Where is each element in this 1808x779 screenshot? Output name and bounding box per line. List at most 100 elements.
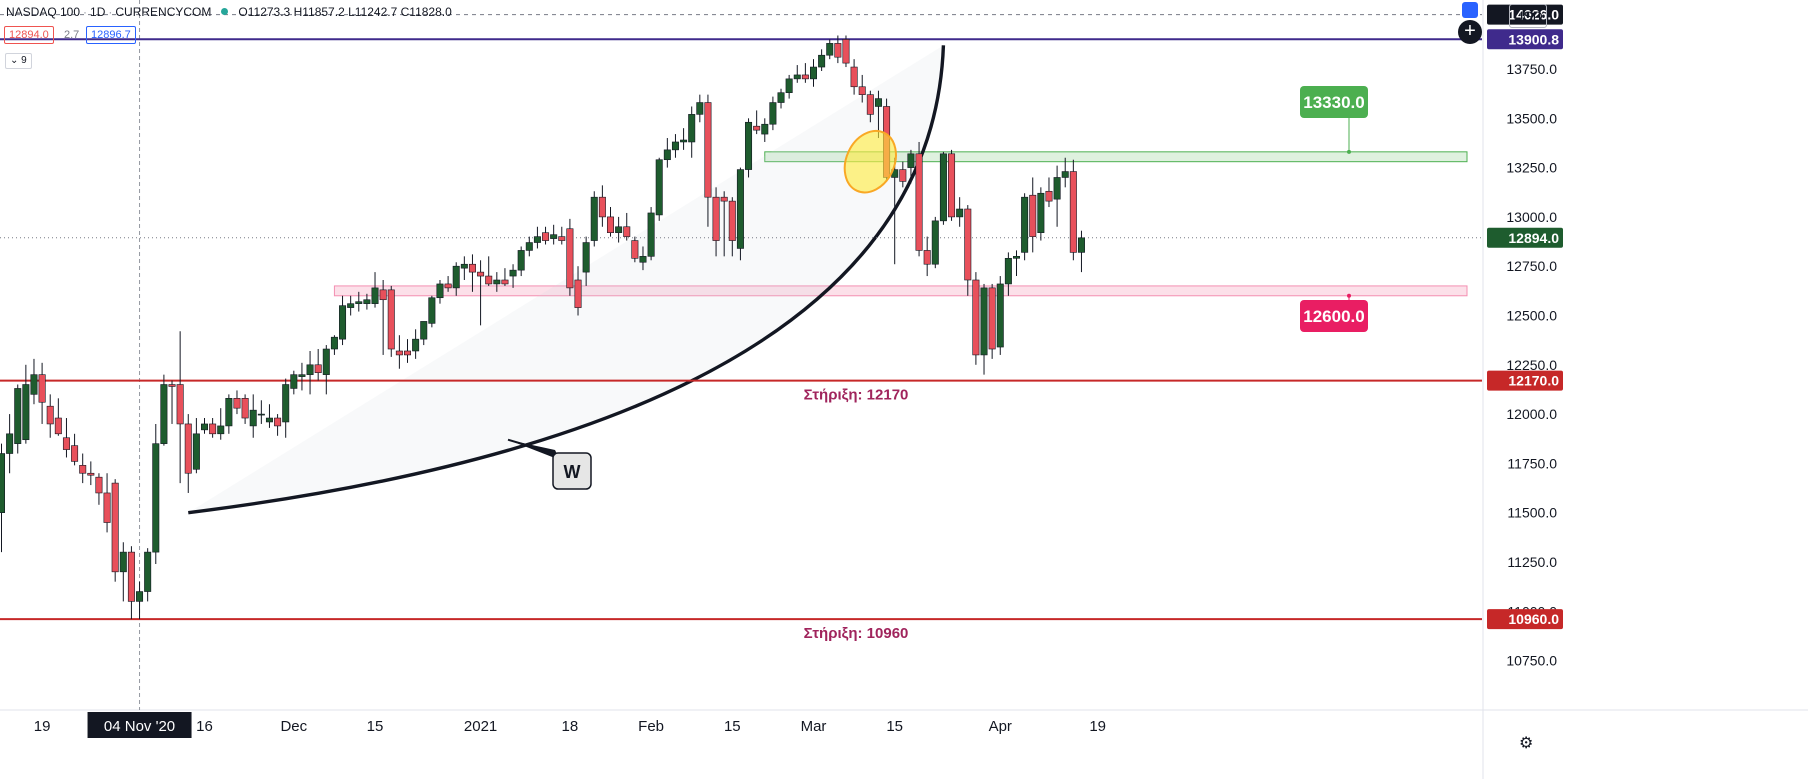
candle xyxy=(363,293,371,310)
candle-body xyxy=(753,125,761,131)
plus-icon[interactable]: + xyxy=(1458,20,1482,44)
gear-icon[interactable]: ⚙ xyxy=(1519,735,1534,752)
candle xyxy=(793,65,801,83)
candle-body xyxy=(801,74,809,80)
candle-body xyxy=(509,269,517,277)
candle-body xyxy=(1037,192,1045,233)
candle xyxy=(395,335,403,369)
currency-selector[interactable]: USD xyxy=(1509,4,1547,28)
candle-body xyxy=(923,250,931,265)
candle-body xyxy=(339,305,347,340)
candle-body xyxy=(542,232,550,241)
candle-body xyxy=(428,297,436,324)
price-tag-box xyxy=(1487,227,1563,248)
price-tag-box xyxy=(1487,370,1563,391)
candle-body xyxy=(87,472,95,476)
candle-body xyxy=(1077,237,1085,253)
candle xyxy=(347,295,355,316)
candle xyxy=(777,88,785,109)
candle-body xyxy=(939,153,947,222)
candle-body xyxy=(501,279,509,285)
candle xyxy=(972,272,980,365)
candle-body xyxy=(46,405,54,425)
indicator-count: 9 xyxy=(21,55,27,66)
candle xyxy=(1021,193,1029,261)
candle-body xyxy=(160,384,168,444)
support-zone xyxy=(333,285,1468,297)
candle-body xyxy=(777,92,785,103)
y-tick-label: 12500.0 xyxy=(1506,307,1557,323)
candle-body xyxy=(696,102,704,115)
candle-body xyxy=(257,413,265,416)
candle-body xyxy=(931,220,939,265)
candle-body xyxy=(363,299,371,304)
y-tick-label: 13000.0 xyxy=(1506,209,1557,225)
price-tag-label: 10960.0 xyxy=(1508,611,1559,627)
candle xyxy=(533,226,541,249)
candle-body xyxy=(720,196,728,202)
market-status-icon xyxy=(221,8,229,15)
candle-body xyxy=(736,169,744,249)
candle-body xyxy=(274,417,282,427)
candle-body xyxy=(907,153,915,168)
buy-price-button[interactable]: 12896.7 xyxy=(86,26,136,44)
candle xyxy=(623,212,631,241)
interval[interactable]: 1D xyxy=(90,5,106,19)
candle xyxy=(939,151,947,225)
candle-body xyxy=(745,121,753,170)
candle xyxy=(103,473,111,533)
indicators-toggle[interactable]: ⌄ 9 xyxy=(5,53,32,69)
candle xyxy=(728,197,736,257)
candle xyxy=(209,418,217,438)
candle xyxy=(907,149,915,184)
candle-body xyxy=(452,265,460,289)
x-tick-label: Apr xyxy=(989,718,1012,735)
candle xyxy=(249,394,257,438)
candle-body xyxy=(834,43,842,58)
candle xyxy=(704,94,712,227)
candle xyxy=(509,264,517,288)
symbol-name[interactable]: NASDAQ 100 xyxy=(6,5,81,19)
candle-body xyxy=(22,384,30,441)
candle xyxy=(988,283,996,359)
candle xyxy=(265,404,273,428)
candle-body xyxy=(688,114,696,143)
candle xyxy=(54,398,62,436)
candle-body xyxy=(899,169,907,182)
candle xyxy=(111,479,119,582)
candle xyxy=(290,370,298,395)
x-tick-label: 15 xyxy=(886,718,903,735)
candle-body xyxy=(1029,194,1037,237)
candle xyxy=(62,418,70,458)
price-tag-box xyxy=(1487,4,1563,25)
candle xyxy=(412,329,420,359)
candle xyxy=(217,408,225,440)
sell-price-button[interactable]: 12894.0 xyxy=(4,26,54,44)
candle xyxy=(899,161,907,188)
candle-body xyxy=(282,384,290,423)
target-label-0: 13330.0 xyxy=(1303,93,1364,112)
y-tick-label: 11750.0 xyxy=(1507,455,1557,471)
screenshot-icon[interactable] xyxy=(1462,2,1478,18)
x-tick-label: 18 xyxy=(562,718,579,735)
x-tick-label: 15 xyxy=(367,718,384,735)
candle-body xyxy=(119,551,127,573)
candle-body xyxy=(54,417,62,435)
crosshair-date-label: 04 Nov '20 xyxy=(104,718,175,735)
candle xyxy=(671,134,679,158)
candle-body xyxy=(233,398,241,409)
candle-body xyxy=(184,423,192,474)
candle-body xyxy=(566,228,574,289)
candle xyxy=(452,262,460,296)
candle-body xyxy=(241,398,249,419)
candle-body xyxy=(62,437,70,450)
candle-body xyxy=(826,43,834,56)
candle-body xyxy=(420,321,428,340)
candle xyxy=(493,272,501,292)
candle-body xyxy=(1004,258,1012,285)
candle-body xyxy=(201,423,209,431)
candle xyxy=(436,280,444,304)
candle xyxy=(956,197,964,227)
target-label-box-0 xyxy=(1300,86,1368,118)
